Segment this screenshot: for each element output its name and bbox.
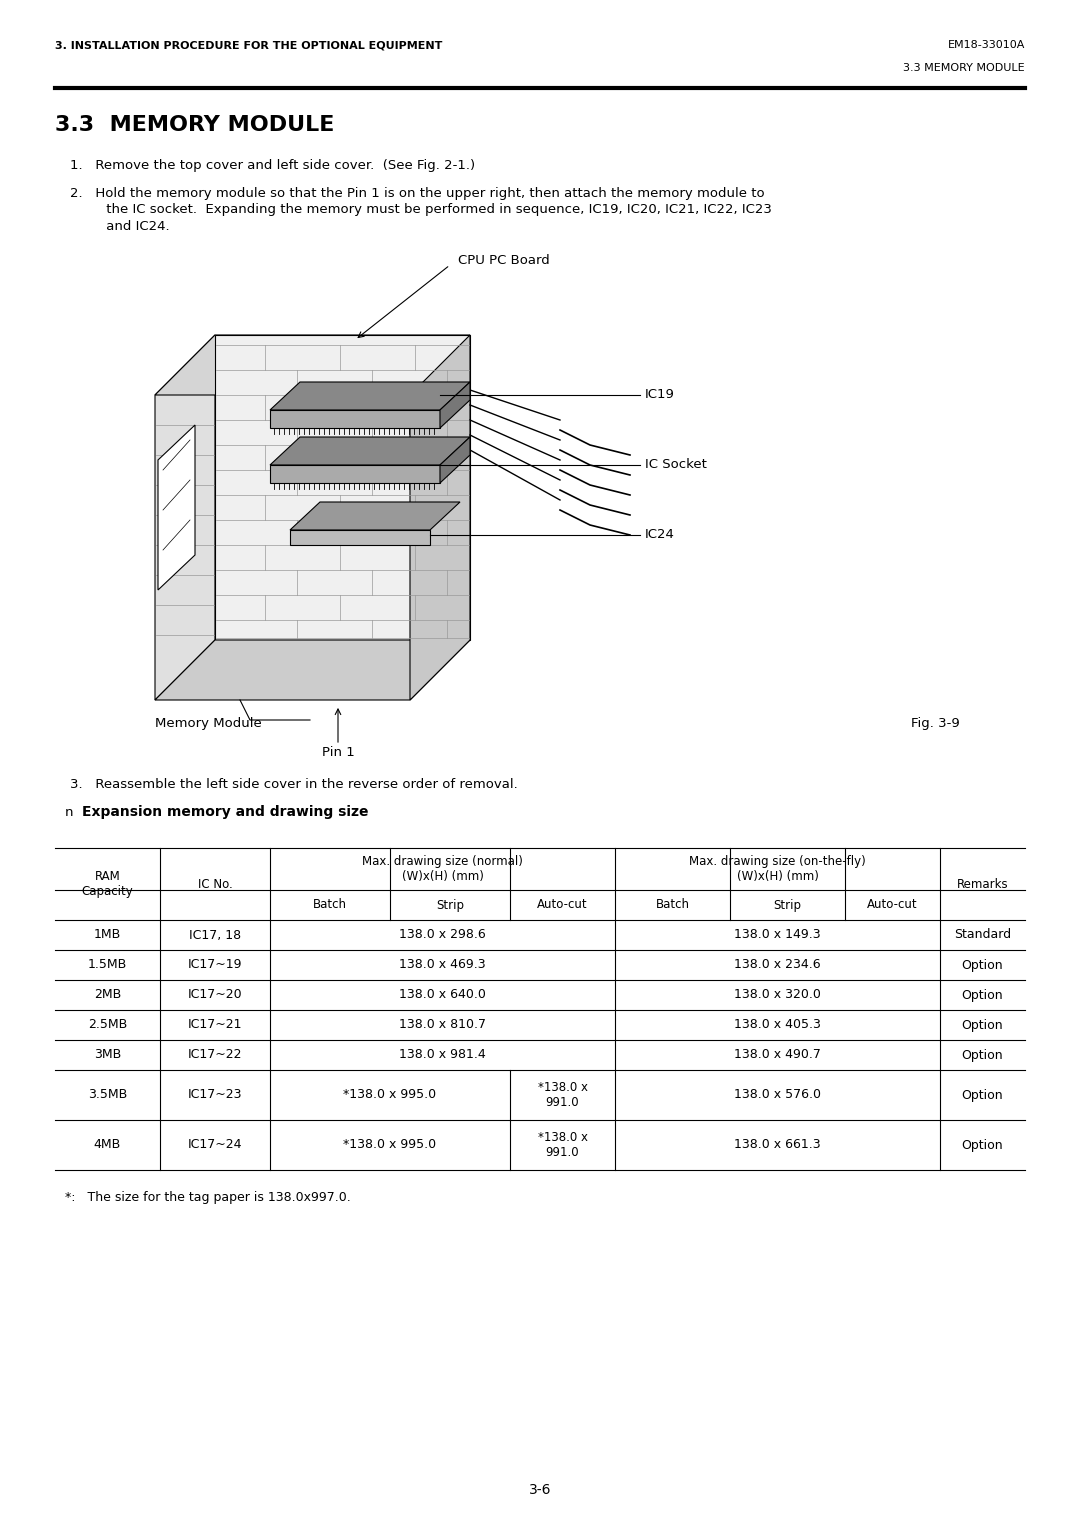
Polygon shape: [410, 336, 470, 700]
Text: 138.0 x 469.3: 138.0 x 469.3: [400, 959, 486, 971]
Text: 1.5MB: 1.5MB: [87, 959, 127, 971]
Text: 4MB: 4MB: [94, 1139, 121, 1151]
Text: IC17, 18: IC17, 18: [189, 929, 241, 941]
Text: Fig. 3-9: Fig. 3-9: [912, 717, 960, 730]
Text: 138.0 x 149.3: 138.0 x 149.3: [734, 929, 821, 941]
Text: 138.0 x 234.6: 138.0 x 234.6: [734, 959, 821, 971]
Text: 1MB: 1MB: [94, 929, 121, 941]
Text: 138.0 x 981.4: 138.0 x 981.4: [400, 1049, 486, 1061]
Text: CPU PC Board: CPU PC Board: [458, 253, 550, 267]
Polygon shape: [156, 640, 470, 700]
Text: 3.3  MEMORY MODULE: 3.3 MEMORY MODULE: [55, 114, 335, 136]
Text: 2.   Hold the memory module so that the Pin 1 is on the upper right, then attach: 2. Hold the memory module so that the Pi…: [70, 186, 765, 200]
Text: Auto-cut: Auto-cut: [867, 898, 918, 912]
Text: 2MB: 2MB: [94, 988, 121, 1002]
Text: 3.3 MEMORY MODULE: 3.3 MEMORY MODULE: [903, 63, 1025, 73]
Text: *:   The size for the tag paper is 138.0x997.0.: *: The size for the tag paper is 138.0x9…: [65, 1191, 351, 1205]
Text: Batch: Batch: [656, 898, 689, 912]
Text: Option: Option: [961, 1089, 1003, 1101]
Text: 138.0 x 490.7: 138.0 x 490.7: [734, 1049, 821, 1061]
Text: EM18-33010A: EM18-33010A: [947, 40, 1025, 50]
Text: IC19: IC19: [645, 389, 675, 401]
Text: 138.0 x 640.0: 138.0 x 640.0: [400, 988, 486, 1002]
Text: IC17~23: IC17~23: [188, 1089, 242, 1101]
Text: and IC24.: and IC24.: [85, 221, 170, 233]
Polygon shape: [291, 502, 460, 531]
Text: Memory Module: Memory Module: [156, 717, 261, 730]
Text: Batch: Batch: [313, 898, 347, 912]
Text: IC17~24: IC17~24: [188, 1139, 242, 1151]
Text: IC24: IC24: [645, 529, 675, 541]
Text: IC No.: IC No.: [198, 877, 232, 891]
Polygon shape: [158, 425, 195, 590]
Text: 138.0 x 661.3: 138.0 x 661.3: [734, 1139, 821, 1151]
Text: Standard: Standard: [954, 929, 1011, 941]
Text: n: n: [65, 805, 73, 819]
Polygon shape: [440, 381, 470, 429]
Text: *138.0 x 995.0: *138.0 x 995.0: [343, 1089, 436, 1101]
Polygon shape: [156, 336, 215, 700]
Text: IC17~22: IC17~22: [188, 1049, 242, 1061]
Text: Expansion memory and drawing size: Expansion memory and drawing size: [82, 805, 368, 819]
Text: *138.0 x
991.0: *138.0 x 991.0: [538, 1132, 588, 1159]
Text: 3.   Reassemble the left side cover in the reverse order of removal.: 3. Reassemble the left side cover in the…: [70, 778, 517, 791]
Polygon shape: [215, 336, 470, 640]
Text: Max. drawing size (on-the-fly)
(W)x(H) (mm): Max. drawing size (on-the-fly) (W)x(H) (…: [689, 856, 866, 883]
Text: 138.0 x 320.0: 138.0 x 320.0: [734, 988, 821, 1002]
Text: 3MB: 3MB: [94, 1049, 121, 1061]
Text: Max. drawing size (normal)
(W)x(H) (mm): Max. drawing size (normal) (W)x(H) (mm): [362, 856, 523, 883]
Polygon shape: [270, 438, 470, 465]
Text: *138.0 x
991.0: *138.0 x 991.0: [538, 1081, 588, 1109]
Text: Option: Option: [961, 1049, 1003, 1061]
Text: Pin 1: Pin 1: [322, 746, 354, 758]
Polygon shape: [270, 465, 440, 483]
Polygon shape: [156, 336, 470, 395]
Text: IC17~20: IC17~20: [188, 988, 242, 1002]
Text: IC17~19: IC17~19: [188, 959, 242, 971]
Polygon shape: [440, 438, 470, 483]
Text: Option: Option: [961, 1139, 1003, 1151]
Polygon shape: [270, 410, 440, 429]
Text: 1.   Remove the top cover and left side cover.  (See Fig. 2-1.): 1. Remove the top cover and left side co…: [70, 159, 475, 171]
Text: 3. INSTALLATION PROCEDURE FOR THE OPTIONAL EQUIPMENT: 3. INSTALLATION PROCEDURE FOR THE OPTION…: [55, 40, 443, 50]
Text: Option: Option: [961, 959, 1003, 971]
Text: Option: Option: [961, 988, 1003, 1002]
Text: Remarks: Remarks: [957, 877, 1009, 891]
Text: 138.0 x 576.0: 138.0 x 576.0: [734, 1089, 821, 1101]
Polygon shape: [291, 531, 430, 544]
Text: IC17~21: IC17~21: [188, 1019, 242, 1031]
Text: 2.5MB: 2.5MB: [87, 1019, 127, 1031]
Text: 3-6: 3-6: [529, 1482, 551, 1498]
Text: 138.0 x 298.6: 138.0 x 298.6: [400, 929, 486, 941]
Text: IC Socket: IC Socket: [645, 459, 707, 471]
Text: *138.0 x 995.0: *138.0 x 995.0: [343, 1139, 436, 1151]
Text: 3.5MB: 3.5MB: [87, 1089, 127, 1101]
Text: Strip: Strip: [436, 898, 464, 912]
Text: Option: Option: [961, 1019, 1003, 1031]
Text: RAM
Capacity: RAM Capacity: [82, 869, 133, 898]
Polygon shape: [270, 381, 470, 410]
Text: 138.0 x 810.7: 138.0 x 810.7: [399, 1019, 486, 1031]
Text: Auto-cut: Auto-cut: [537, 898, 588, 912]
Text: 138.0 x 405.3: 138.0 x 405.3: [734, 1019, 821, 1031]
Text: the IC socket.  Expanding the memory must be performed in sequence, IC19, IC20, : the IC socket. Expanding the memory must…: [85, 203, 772, 217]
Text: Strip: Strip: [773, 898, 801, 912]
